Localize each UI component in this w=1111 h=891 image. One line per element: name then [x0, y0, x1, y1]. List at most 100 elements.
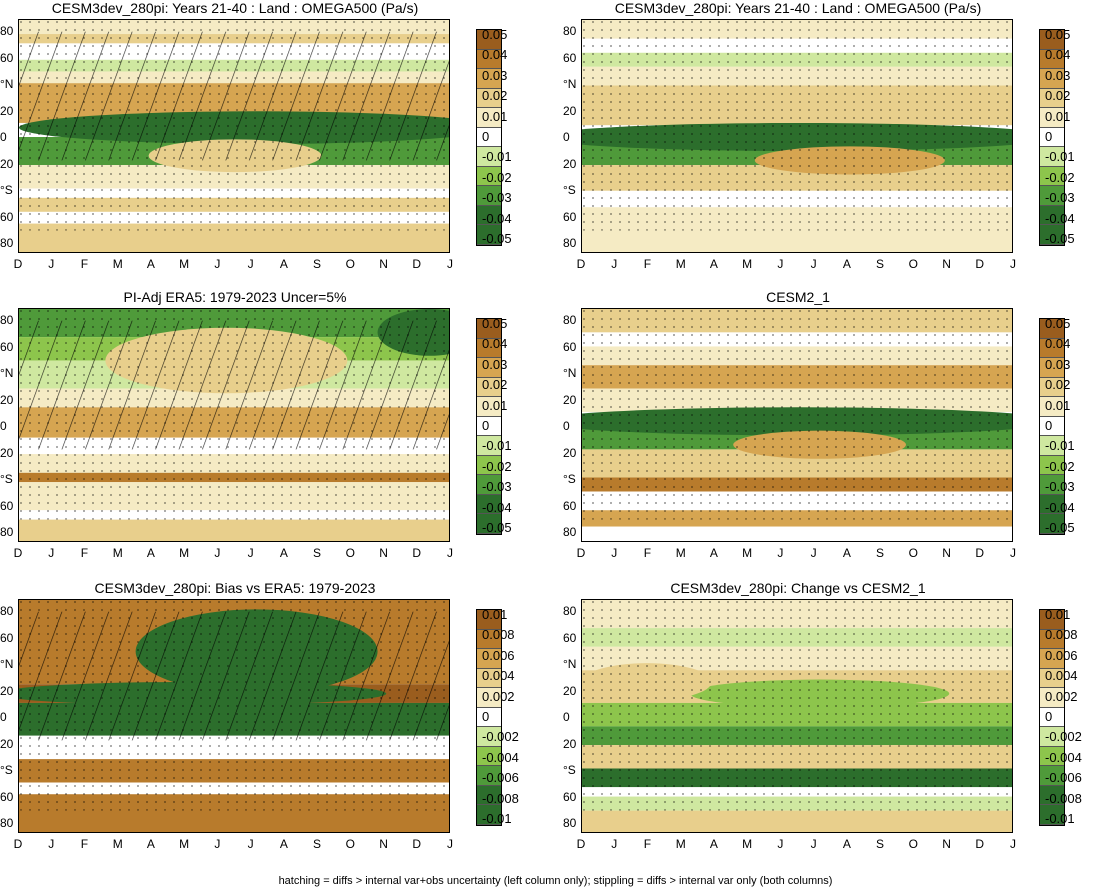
x-tick-label: M [179, 257, 190, 271]
stippling-overlay [582, 20, 1012, 231]
colorbar-segment [1040, 514, 1064, 534]
colorbar-segment [477, 610, 501, 630]
x-tick-label: A [279, 546, 288, 560]
colorbar-label: 0.03 [482, 356, 508, 372]
colorbar-segment [1040, 338, 1064, 359]
colorbar-segment [477, 649, 501, 669]
panel-title: CESM3dev_280pi: Bias vs ERA5: 1979-2023 [94, 580, 376, 596]
y-tick-label: 20 [563, 445, 577, 460]
colorbar-segment [1040, 494, 1064, 515]
colorbar-segment [477, 766, 501, 786]
x-tick-label: J [447, 546, 453, 560]
x-tick-label: J [611, 837, 618, 851]
colorbar [476, 318, 502, 535]
x-tick-label: F [80, 837, 89, 851]
colorbar-segment [1040, 397, 1064, 417]
colorbar-label: -0.05 [1045, 520, 1075, 535]
colorbar-label: -0.01 [1045, 811, 1075, 826]
colorbar-label: 0.02 [1045, 377, 1071, 393]
x-tick-label: N [379, 257, 388, 271]
panel-bottom-right: CESM3dev_280pi: Change vs CESM2_1 80 60 °N 2… [563, 580, 1103, 870]
colorbar-label: -0.02 [1045, 458, 1075, 474]
colorbar-label: -0.01 [1045, 149, 1075, 165]
x-tick-label: A [279, 257, 288, 271]
x-tick-label: D [412, 546, 422, 560]
colorbar-segment [477, 69, 501, 89]
colorbar [1039, 318, 1065, 535]
colorbar-label: -0.04 [1045, 210, 1075, 226]
x-tick-label: F [80, 546, 89, 560]
colorbar-label: 0.04 [1045, 47, 1071, 63]
x-tick-label: O [345, 837, 355, 851]
x-tick-label: M [112, 257, 123, 271]
x-tick-label: A [146, 837, 155, 851]
x-tick-label: S [313, 257, 322, 271]
colorbar-segment [1040, 377, 1064, 398]
x-tick-label: D [13, 257, 23, 271]
colorbar-segment [477, 727, 501, 747]
colorbar-label: 0.05 [482, 27, 508, 42]
x-tick-label: M [112, 546, 123, 560]
y-tick-label: 20 [563, 156, 577, 171]
y-tick-label: 20 [563, 683, 577, 698]
colorbar-segment [477, 338, 501, 359]
x-tick-label: J [611, 257, 618, 271]
colorbar-label: -0.04 [482, 210, 512, 226]
y-tick-label: 0 [563, 710, 570, 724]
colorbar-segment [477, 186, 501, 206]
x-tick-label: A [709, 546, 718, 560]
colorbar-label: 0.01 [482, 397, 508, 413]
x-tick-label: S [876, 257, 885, 271]
colorbar-segment [1040, 766, 1064, 786]
colorbar-label: 0.04 [1045, 336, 1071, 352]
y-tick-label: 20 [563, 736, 577, 751]
colorbar-segment [477, 746, 501, 767]
colorbar-label: 0.03 [1045, 356, 1071, 372]
colorbar-segment [477, 127, 501, 148]
x-tick-label: S [313, 837, 322, 851]
y-tick-label: °S [563, 183, 576, 197]
heatmap-plot-area [18, 19, 450, 253]
x-tick-label: S [313, 546, 322, 560]
y-tick-label: 20 [0, 445, 14, 460]
y-tick-label: °N [0, 77, 14, 91]
y-tick-label: 60 [0, 339, 14, 354]
y-tick-label: 60 [0, 789, 14, 804]
colorbar-label: 0.002 [1045, 688, 1078, 704]
y-tick-label: 60 [0, 498, 14, 513]
heatmap-field [582, 20, 1012, 252]
x-tick-label: J [777, 546, 784, 560]
x-tick-label: J [214, 257, 221, 271]
x-tick-label: D [975, 837, 985, 851]
hatching-overlay [19, 320, 449, 450]
colorbar-label: -0.006 [482, 770, 519, 786]
y-tick-label: 80 [563, 24, 577, 38]
y-tick-label: 80 [0, 525, 14, 539]
colorbar-segment [1040, 319, 1064, 339]
y-tick-label: 20 [0, 392, 14, 407]
y-tick-label: 20 [563, 392, 577, 407]
colorbar-segment [477, 358, 501, 378]
heatmap-plot-area [581, 599, 1013, 833]
colorbar-segment [1040, 49, 1064, 70]
y-tick-label: 80 [563, 816, 577, 830]
colorbar-segment [477, 166, 501, 187]
x-tick-label: J [1010, 257, 1016, 271]
panel-top-left: CESM3dev_280pi: Years 21-40 : Land : OME… [0, 0, 540, 290]
colorbar-segment [1040, 147, 1064, 167]
heatmap-plot-area [18, 308, 450, 542]
colorbar-segment [1040, 727, 1064, 747]
colorbar-segment [1040, 416, 1064, 437]
colorbar-label: 0.006 [482, 647, 515, 663]
y-tick-label: °N [0, 657, 14, 671]
colorbar-segment [477, 377, 501, 398]
x-tick-label: D [576, 837, 586, 851]
x-tick-label: A [709, 257, 718, 271]
colorbar-label: -0.004 [482, 749, 519, 765]
x-tick-label: N [942, 837, 951, 851]
heatmap-field [582, 600, 1012, 832]
colorbar-label: -0.006 [1045, 770, 1082, 786]
panel-middle-right: CESM2_1 80 60 °N 20 0 20 °S 60 80 D J F M A M J J A S O N D J 0.… [563, 289, 1103, 579]
y-tick-label: 80 [0, 604, 14, 618]
x-tick-label: A [146, 257, 155, 271]
